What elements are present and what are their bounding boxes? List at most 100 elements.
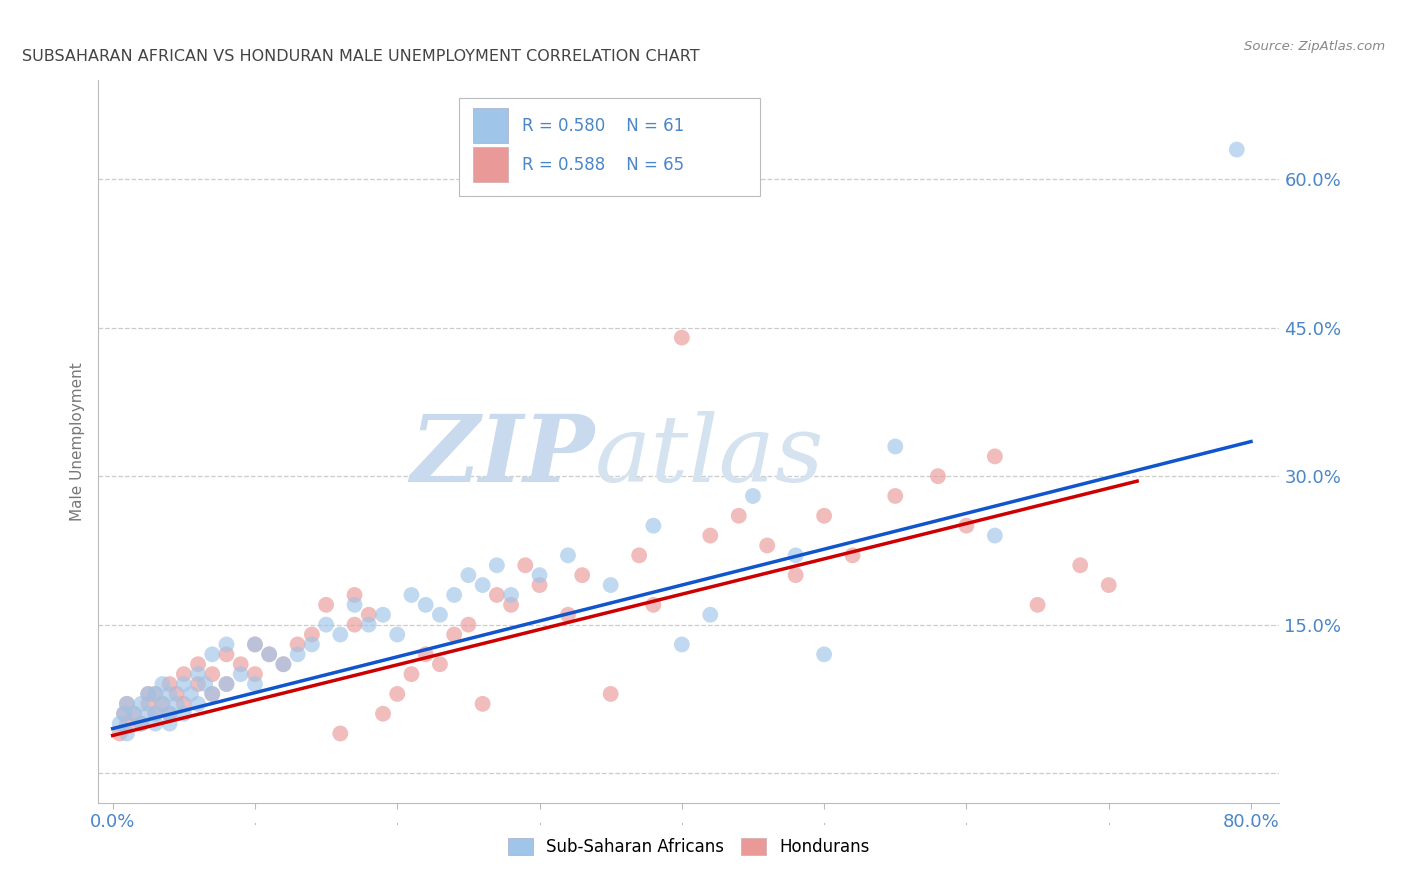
Point [1026,598,1049,612]
Point [785,568,807,582]
Point [115,716,138,731]
Point [1098,578,1121,592]
Point [201,687,224,701]
Point [136,687,159,701]
Point [112,706,135,721]
Point [485,558,508,573]
Point [727,508,749,523]
Point [785,549,807,563]
Point [143,706,166,721]
Point [166,687,188,701]
Point [756,539,779,553]
Point [301,627,323,641]
Point [122,706,145,721]
Point [457,568,479,582]
Point [243,637,266,651]
Point [194,677,217,691]
Point [143,687,166,701]
Point [143,716,166,731]
Point [215,637,238,651]
Point [136,706,159,721]
Point [387,687,409,701]
Point [201,667,224,681]
Point [136,697,159,711]
Text: ZIP: ZIP [411,411,595,501]
Point [273,657,295,672]
Point [699,607,721,622]
Point [315,617,337,632]
Point [329,627,352,641]
Point [152,697,174,711]
Point [112,706,135,721]
Point [643,598,665,612]
Point [129,716,152,731]
Point [287,637,309,651]
Point [813,508,835,523]
Point [143,706,166,721]
Point [187,677,209,691]
Point [429,657,451,672]
Point [173,667,195,681]
Point [215,677,238,691]
Point [243,637,266,651]
Point [229,657,252,672]
Point [201,687,224,701]
Point [557,607,579,622]
Point [357,607,380,622]
Point [529,578,551,592]
Point [129,716,152,731]
Point [229,667,252,681]
Point [1226,143,1249,157]
Point [401,667,423,681]
Point [329,726,352,740]
Text: SUBSAHARAN AFRICAN VS HONDURAN MALE UNEMPLOYMENT CORRELATION CHART: SUBSAHARAN AFRICAN VS HONDURAN MALE UNEM… [21,49,699,64]
Point [955,518,977,533]
Point [671,637,693,651]
Point [301,637,323,651]
Point [415,648,437,662]
Point [387,627,409,641]
Point [429,607,451,622]
Bar [472,147,508,182]
Point [243,677,266,691]
Point [108,716,131,731]
Text: Source: ZipAtlas.com: Source: ZipAtlas.com [1244,40,1385,54]
Point [643,518,665,533]
Point [984,450,1007,464]
Text: R = 0.580    N = 61: R = 0.580 N = 61 [523,117,685,135]
Point [984,528,1007,542]
Point [115,697,138,711]
Point [343,588,366,602]
Point [599,687,621,701]
Point [515,558,537,573]
Point [215,648,238,662]
Point [201,648,224,662]
Point [215,677,238,691]
Point [115,697,138,711]
FancyBboxPatch shape [458,98,759,196]
Point [173,706,195,721]
Point [371,607,394,622]
Point [187,667,209,681]
Point [287,648,309,662]
Point [471,697,494,711]
Point [471,578,494,592]
Point [699,528,721,542]
Point [485,588,508,602]
Point [927,469,949,483]
Point [136,687,159,701]
Point [315,598,337,612]
Point [257,648,280,662]
Point [243,667,266,681]
Point [122,706,145,721]
Point [152,677,174,691]
Point [159,706,181,721]
Point [143,687,166,701]
Point [813,648,835,662]
Point [557,549,579,563]
Point [571,568,593,582]
Point [457,617,479,632]
Point [187,697,209,711]
Text: R = 0.588    N = 65: R = 0.588 N = 65 [523,156,685,174]
Point [166,697,188,711]
